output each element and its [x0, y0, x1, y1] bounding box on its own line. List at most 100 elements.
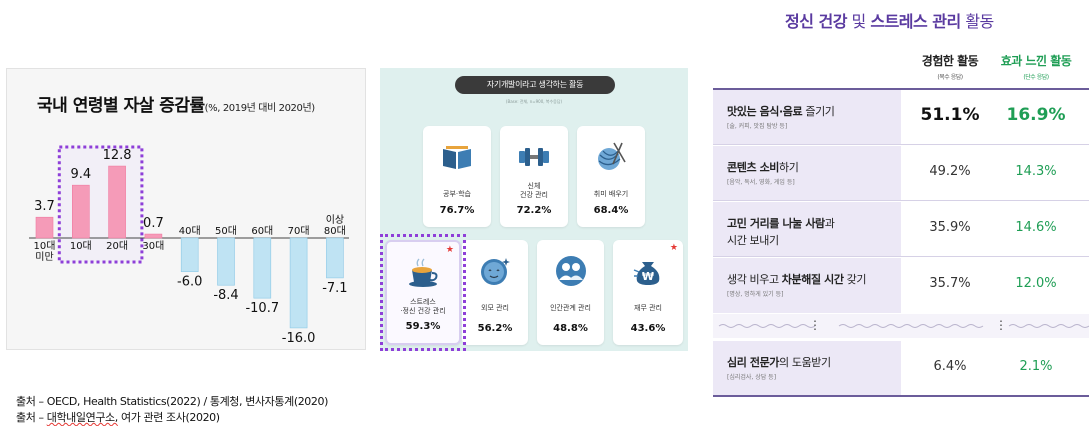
star-icon: ★	[445, 245, 454, 255]
row-effective-value: 14.6%	[1015, 220, 1057, 235]
ellipsis-col2: ⋮	[995, 318, 1007, 332]
source-suffix: 여가 관련 조사(2020)	[117, 411, 220, 424]
table-title-part-4: 활동	[960, 12, 994, 31]
activity-card-label: 외모 관리	[462, 304, 528, 313]
row-activity-name-bold: 차분해질 시간	[781, 273, 844, 286]
category-label-3-1: 20대	[106, 240, 128, 252]
row-experienced-value: 35.9%	[929, 220, 971, 235]
row-label-background	[713, 202, 901, 257]
row-experienced-value: 49.2%	[929, 164, 971, 179]
row-activity-name-prefix: 생각 비우고	[727, 273, 782, 286]
table-title-part-2: 및	[846, 12, 871, 31]
people-icon	[554, 254, 588, 288]
activity-card-value: 68.4%	[593, 205, 629, 216]
activity-card-label-line: 취미 배우기	[593, 190, 629, 198]
activity-card-label-line: ·정신 건강 관리	[400, 307, 446, 315]
activity-card-label: 스트레스 ·정신 건강 관리	[387, 298, 459, 316]
wave-right	[1008, 324, 1089, 328]
activity-card-7: ₩ 재무 관리 43.6% ★	[613, 240, 683, 345]
category-label-6-1: 50대	[215, 225, 237, 237]
activity-card-1: 공부·학습 76.7%	[423, 126, 491, 227]
source-line-1: 출처 – OECD, Health Statistics(2022) / 통계청…	[16, 395, 328, 408]
category-label-2-1: 10대	[70, 240, 92, 252]
activity-card-label: 취미 배우기	[577, 190, 645, 199]
row-activity-name-rest: 과	[824, 217, 835, 230]
activity-card-value: 59.3%	[405, 321, 441, 332]
category-label-9-1: 이상	[326, 214, 344, 226]
activity-card-2: 신체 건강 관리 72.2%	[500, 126, 568, 227]
activity-card-label: 공부·학습	[423, 190, 491, 199]
table-row: 심리 전문가의 도움받기 [심리검사, 상담 등] 6.4% 2.1%	[713, 341, 1089, 396]
face-icon	[478, 254, 512, 288]
table-title: 정신 건강 및 스트레스 관리 활동	[785, 8, 994, 32]
activity-card-3: 취미 배우기 68.4%	[577, 126, 645, 227]
table-row: 생각 비우고 차분해질 시간 갖기 [명상, 멍하게 있기 등] 35.7% 12.0…	[713, 258, 1089, 313]
category-label-1-2: 미만	[35, 251, 53, 263]
bar-8	[289, 237, 308, 329]
row-activity-detail: [음악, 독서, 영화, 게임 등]	[727, 179, 795, 186]
row-label-background	[713, 341, 901, 396]
column-header-experienced-sub: (복수 응답)	[937, 74, 963, 81]
table-title-part-3: 스트레스 관리	[870, 12, 961, 31]
activity-card-label: 신체 건강 관리	[500, 182, 568, 200]
bar-9	[326, 237, 344, 279]
row-activity-name-bold: 심리 전문가	[727, 356, 780, 369]
bar-5	[180, 237, 199, 273]
bar-3	[108, 165, 126, 239]
value-label-3: 12.8	[103, 148, 132, 163]
row-activity-name-rest: 의 도움받기	[779, 356, 831, 369]
money-bag-icon: ₩	[631, 254, 665, 288]
category-label-9-2: 80대	[324, 225, 346, 237]
activities-note: (Base: 전체, n=900, 복수응답)	[505, 99, 563, 104]
column-header-experienced: 경험한 활동 (복수 응답)	[909, 52, 991, 81]
row-activity-name: 심리 전문가의 도움받기	[727, 354, 831, 370]
mental-health-table: 경험한 활동 (복수 응답) 효과 느낀 활동 (단수 응답) 맛있는 음식·음료 …	[713, 46, 1089, 398]
table-title-part-1: 정신 건강	[785, 12, 847, 31]
row-activity-name-bold: 콘텐츠 소비	[727, 161, 780, 174]
column-header-effective-sub: (단수 응답)	[1023, 74, 1049, 81]
suicide-rate-chart-panel: 국내 연령별 자살 증감률(%, 2019년 대비 2020년) 3.7 10대 미…	[6, 68, 366, 350]
activity-card-4: 스트레스 ·정신 건강 관리 59.3% ★	[385, 240, 461, 345]
source-line-2: 출처 – 대학내일연구소, 여가 관련 조사(2020)	[16, 409, 220, 425]
value-label-6: -8.4	[213, 288, 238, 303]
activity-card-label-line: 공부·학습	[443, 190, 471, 198]
value-label-5: -6.0	[177, 275, 202, 290]
table-row: 콘텐츠 소비하기 [음악, 독서, 영화, 게임 등] 49.2% 14.3%	[713, 146, 1089, 201]
chart-title: 국내 연령별 자살 증감률(%, 2019년 대비 2020년)	[37, 91, 315, 116]
row-separator	[713, 144, 1089, 145]
activity-card-label-line: 재무 관리	[634, 304, 662, 312]
row-label-background	[713, 258, 901, 313]
bar-6	[217, 237, 235, 286]
row-activity-name-bold: 맛있는 음식·음료	[727, 105, 803, 118]
wave-middle	[838, 324, 984, 328]
activity-card-5: 외모 관리 56.2%	[462, 240, 528, 345]
activity-card-value: 76.7%	[439, 205, 475, 216]
activity-card-label-line: 스트레스	[410, 298, 436, 306]
value-label-7: -10.7	[245, 301, 279, 316]
highlight-frame	[380, 234, 466, 351]
bar-4	[144, 233, 163, 239]
row-effective-value: 12.0%	[1015, 276, 1057, 291]
row-experienced-value: 35.7%	[929, 276, 971, 291]
category-label-7-1: 60대	[251, 225, 273, 237]
dumbbell-icon	[517, 140, 551, 174]
column-header-experienced-label: 경험한 활동	[921, 54, 979, 68]
row-label-background	[713, 146, 901, 201]
value-label-2: 9.4	[70, 167, 91, 182]
activity-card-label-line: 신체	[527, 182, 541, 190]
row-activity-name: 고민 거리를 나눌 사람과	[727, 215, 835, 231]
table-row: 맛있는 음식·음료 즐기기 [술, 커피, 맛집 탐방 등] 51.1% 16.9%	[713, 90, 1089, 145]
wave-divider	[718, 324, 1089, 328]
activity-card-value: 43.6%	[630, 323, 666, 334]
activity-card-label-line: 외모 관리	[481, 304, 509, 312]
row-activity-name: 콘텐츠 소비하기	[727, 159, 799, 175]
category-label-4-1: 30대	[142, 240, 164, 252]
column-header-effective: 효과 느낀 활동 (단수 응답)	[995, 52, 1077, 81]
activity-card-value: 48.8%	[553, 323, 588, 334]
row-activity-name-rest: 하기	[779, 161, 799, 174]
activities-header: 자기개발이라고 생각하는 활동	[455, 76, 615, 94]
activity-card-label-line: 인간관계 관리	[550, 304, 591, 312]
row-activity-name-line2: 시간 보내기	[727, 234, 779, 247]
